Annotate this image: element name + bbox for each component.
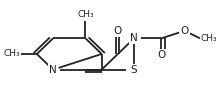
Text: CH₃: CH₃ bbox=[77, 10, 94, 19]
Text: O: O bbox=[157, 50, 165, 60]
Text: S: S bbox=[131, 65, 137, 75]
Text: N: N bbox=[49, 65, 57, 75]
Text: O: O bbox=[114, 26, 122, 36]
Text: O: O bbox=[181, 26, 189, 36]
Text: CH₃: CH₃ bbox=[3, 49, 20, 59]
Text: CH₃: CH₃ bbox=[201, 34, 218, 43]
Text: N: N bbox=[130, 33, 138, 43]
